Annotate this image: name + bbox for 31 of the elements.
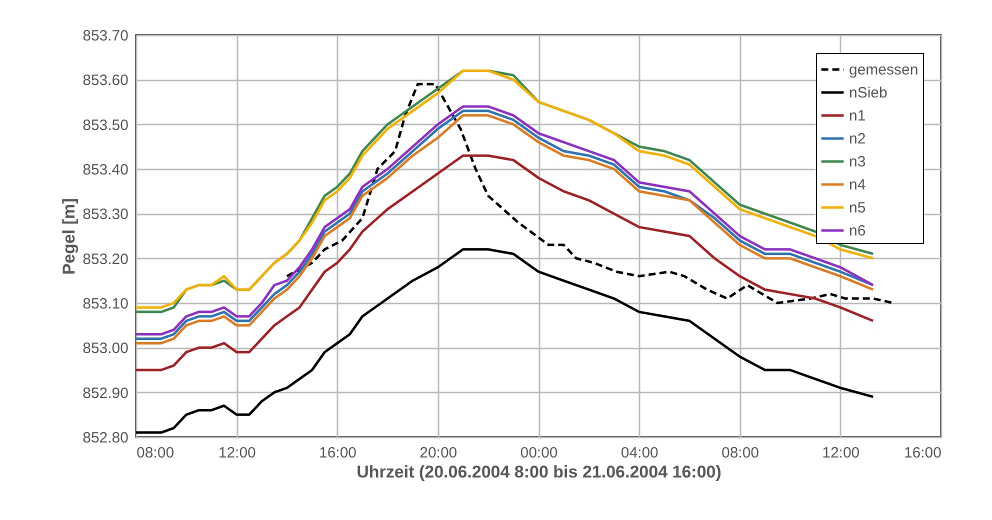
line-series [286, 82, 894, 304]
y-tick-label: 853.60 [82, 72, 128, 90]
legend-label: nSieb [849, 84, 888, 102]
x-tick-label: 12:00 [822, 444, 860, 462]
y-tick-label: 852.80 [82, 430, 128, 446]
x-tick-label: 00:00 [520, 444, 558, 462]
y-axis-title: Pegel [m] [60, 198, 79, 275]
y-tick-label: 853.20 [82, 250, 128, 268]
y-tick-label: 853.10 [82, 296, 128, 312]
x-tick-label: 08:00 [136, 444, 174, 462]
legend-label: n1 [849, 108, 866, 124]
legend-label: n5 [849, 200, 866, 216]
x-tick-label: 16:00 [904, 444, 942, 462]
y-tick-label: 853.70 [82, 28, 128, 44]
x-tick-label: 16:00 [318, 444, 357, 462]
line-series [136, 154, 874, 372]
legend-label: n4 [849, 176, 866, 194]
y-tick-label: 853.30 [82, 206, 128, 224]
y-tick-label: 853.50 [82, 116, 128, 134]
x-axis-title: Uhrzeit (20.06.2004 8:00 bis 21.06.2004 16:00) [356, 462, 722, 482]
y-tick-label: 853.00 [82, 340, 128, 358]
legend-label: n2 [849, 130, 866, 148]
x-tick-label: 20:00 [420, 444, 458, 462]
y-tick-label: 852.90 [82, 384, 128, 402]
x-tick-label: 08:00 [721, 444, 760, 462]
legend-label: gemessen [849, 62, 918, 78]
legend-label: n3 [849, 154, 866, 170]
legend-label: n6 [849, 222, 866, 240]
x-tick-label: 04:00 [620, 444, 658, 462]
x-tick-label: 12:00 [218, 444, 256, 462]
y-tick-label: 853.40 [82, 162, 128, 178]
